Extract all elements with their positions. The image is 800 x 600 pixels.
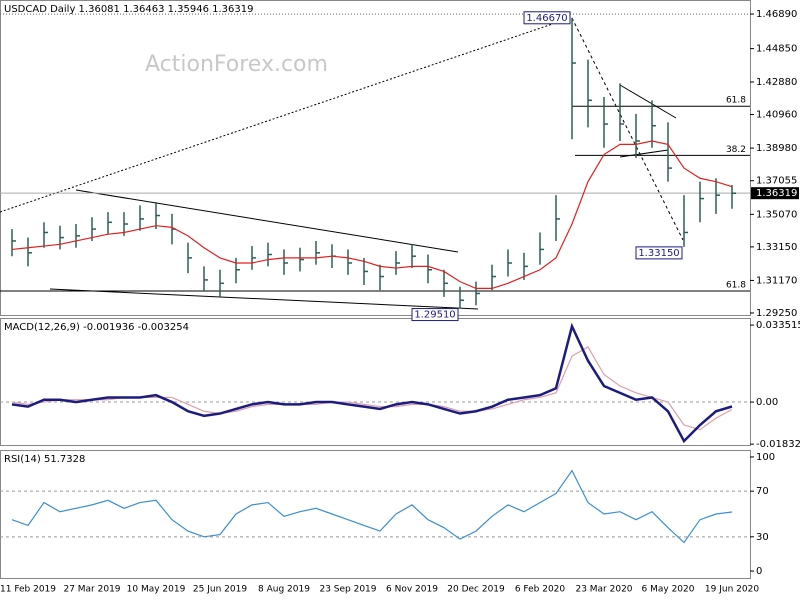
extreme-box: [411, 308, 459, 322]
price-panel: [0, 0, 751, 316]
x-tick-label: 20 Dec 2019: [447, 585, 505, 595]
x-tick-label: 27 Mar 2019: [63, 585, 120, 595]
x-tick-label: 6 Feb 2020: [515, 585, 566, 595]
y-tick-label: -0.018324: [756, 439, 800, 450]
fib-label: 38.2: [726, 145, 746, 155]
x-tick-label: 23 Mar 2020: [575, 585, 632, 595]
y-tick-label: 1.35070: [756, 209, 797, 220]
fib-label: 61.8: [726, 96, 746, 106]
last-price-label: 1.36319: [756, 188, 797, 199]
x-tick-label: 8 Aug 2019: [258, 585, 310, 595]
watermark: ActionForex.com: [145, 52, 328, 77]
y-tick-label: 1.31170: [756, 275, 797, 286]
x-tick-label: 6 Nov 2019: [386, 585, 438, 595]
extreme-label: 1.46670: [526, 13, 567, 24]
x-tick-label: 19 Jun 2020: [705, 585, 759, 595]
y-tick-label: 1.40960: [756, 110, 797, 121]
fib-label: 61.8: [726, 280, 746, 290]
y-tick-label: 1.33150: [756, 242, 797, 253]
trend-line: [571, 17, 684, 241]
series-line: [11, 322, 733, 444]
y-tick-label: 100: [756, 452, 775, 463]
x-tick-label: 23 Sep 2019: [319, 585, 376, 595]
trend-line: [75, 189, 459, 253]
y-tick-label: 0.00: [756, 397, 778, 408]
y-tick-label: 70: [756, 486, 769, 497]
last-price-box: [751, 187, 799, 200]
x-tick-label: 6 May 2020: [642, 585, 695, 595]
extreme-box: [635, 246, 683, 260]
x-tick-label: 10 May 2019: [127, 585, 186, 595]
rsi-panel: [0, 450, 751, 579]
y-tick-label: 1.42880: [756, 77, 797, 88]
y-tick-label: 1.38980: [756, 143, 797, 154]
x-tick-label: 11 Feb 2019: [0, 585, 56, 595]
y-tick-label: 1.29250: [756, 308, 797, 319]
y-tick-label: 0.033515: [756, 320, 800, 331]
series-line: [11, 140, 733, 289]
rsi-title: RSI(14) 51.7328: [4, 454, 85, 465]
trend-line: [0, 17, 571, 213]
trend-line: [49, 288, 479, 310]
trend-line: [619, 84, 677, 119]
series-line: [11, 469, 733, 544]
y-tick-label: 1.46890: [756, 9, 797, 20]
extreme-box: [523, 11, 571, 25]
y-tick-label: 0: [756, 566, 762, 577]
macd-panel: [0, 318, 751, 446]
extreme-label: 1.33150: [638, 248, 679, 259]
extreme-label: 1.29510: [414, 310, 455, 321]
macd-title: MACD(12,26,9) -0.001936 -0.003254: [4, 322, 189, 333]
y-tick-label: 1.37055: [756, 176, 797, 187]
x-tick-label: 25 Jun 2019: [193, 585, 247, 595]
y-tick-label: 1.44850: [756, 44, 797, 55]
y-tick-label: 30: [756, 532, 769, 543]
price-title: USDCAD Daily 1.36081 1.36463 1.35946 1.3…: [4, 4, 254, 15]
